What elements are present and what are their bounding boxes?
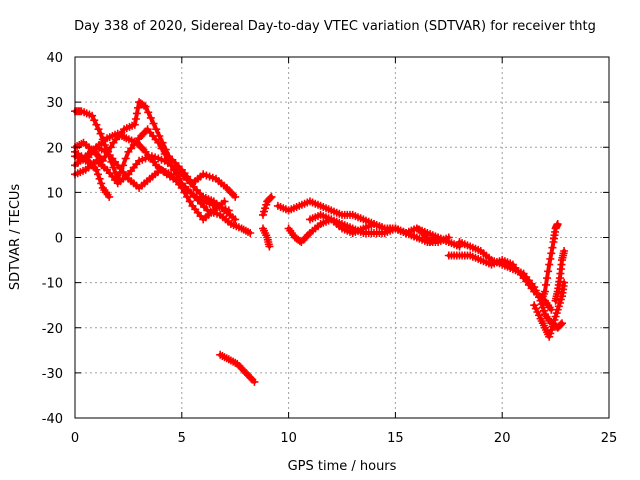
- data-point-marker: [556, 320, 565, 329]
- series-track-8: [259, 192, 276, 219]
- data-point-marker: [139, 101, 148, 110]
- x-tick-label: 15: [387, 431, 404, 446]
- data-point-marker: [96, 129, 105, 138]
- data-point-marker: [94, 125, 103, 134]
- series-track-16: [530, 278, 569, 341]
- data-point-marker: [155, 132, 164, 140]
- data-point-marker: [146, 113, 155, 122]
- y-axis-label: SDTVAR / TECUs: [8, 184, 23, 291]
- data-point-marker: [90, 116, 99, 125]
- data-point-marker: [444, 238, 453, 246]
- series-track-7: [216, 350, 259, 386]
- data-point-marker: [92, 120, 101, 129]
- data-point-marker: [92, 165, 101, 174]
- x-tick-label: 20: [494, 431, 511, 446]
- data-point-marker: [560, 247, 569, 255]
- data-point-marker: [265, 242, 274, 251]
- y-axis-ticks: -40 -30 -20 -10 0 10 20 30 40: [42, 51, 609, 427]
- data-point-marker: [250, 377, 259, 386]
- data-point-marker: [161, 145, 170, 154]
- series-track-15: [444, 251, 556, 314]
- data-point-marker: [144, 108, 153, 117]
- y-tick-label: 20: [46, 141, 63, 156]
- data-point-marker: [543, 274, 552, 283]
- x-axis-label: GPS time / hours: [288, 459, 397, 474]
- series-track-13: [402, 224, 453, 246]
- data-point-marker: [548, 243, 557, 252]
- grid-lines: [75, 57, 609, 418]
- data-point-marker: [231, 215, 240, 224]
- data-point-marker: [95, 174, 104, 183]
- series-track-18: [551, 247, 569, 305]
- data-point-marker: [295, 236, 304, 245]
- data-point-marker: [158, 138, 167, 147]
- data-points: [71, 98, 569, 386]
- x-tick-label: 10: [280, 431, 297, 446]
- data-point-marker: [540, 287, 549, 296]
- data-point-marker: [544, 267, 553, 276]
- data-point-marker: [560, 278, 569, 287]
- x-tick-label: 5: [178, 431, 186, 446]
- data-point-marker: [546, 254, 555, 263]
- data-point-marker: [266, 194, 275, 202]
- data-point-marker: [246, 229, 255, 237]
- series-track-5: [71, 129, 233, 215]
- data-point-marker: [97, 179, 106, 188]
- x-tick-label: 25: [601, 431, 618, 446]
- y-tick-label: -30: [42, 367, 63, 382]
- data-point-marker: [88, 111, 97, 120]
- y-tick-label: -40: [42, 412, 63, 427]
- series-track-9: [259, 224, 274, 251]
- series-track-12: [306, 210, 464, 251]
- data-point-marker: [131, 115, 140, 123]
- data-point-marker: [231, 192, 240, 201]
- y-tick-label: -20: [42, 322, 63, 337]
- y-tick-label: -10: [42, 277, 63, 292]
- x-axis-ticks: 0 5 10 15 20 25: [71, 57, 617, 446]
- data-point-marker: [130, 120, 139, 129]
- data-point-marker: [220, 197, 229, 206]
- data-point-marker: [558, 319, 566, 328]
- y-tick-label: 10: [46, 186, 63, 201]
- y-tick-label: 40: [46, 51, 63, 66]
- data-point-marker: [149, 119, 158, 128]
- data-point-marker: [412, 233, 421, 242]
- data-point-marker: [547, 249, 556, 258]
- series-track-17: [536, 220, 562, 305]
- data-point-marker: [132, 109, 141, 118]
- y-tick-label: 0: [55, 232, 63, 247]
- chart-title: Day 338 of 2020, Sidereal Day-to-day VTE…: [74, 19, 596, 34]
- data-point-marker: [553, 220, 562, 228]
- data-point-marker: [134, 103, 142, 112]
- data-point-marker: [224, 206, 233, 215]
- data-point-marker: [94, 170, 102, 179]
- series-track-2: [71, 98, 240, 201]
- data-point-marker: [105, 192, 114, 201]
- data-point-marker: [183, 192, 192, 201]
- data-point-marker: [152, 125, 161, 134]
- x-tick-label: 0: [71, 431, 79, 446]
- data-point-marker: [267, 192, 276, 201]
- data-point-marker: [141, 102, 150, 111]
- y-tick-label: 30: [46, 96, 63, 111]
- series-track-6: [71, 147, 114, 201]
- data-point-marker: [109, 163, 118, 172]
- data-point-marker: [185, 197, 194, 206]
- data-point-marker: [545, 260, 554, 269]
- data-point-marker: [542, 280, 550, 289]
- data-point-marker: [106, 143, 115, 152]
- data-point-marker: [121, 154, 130, 163]
